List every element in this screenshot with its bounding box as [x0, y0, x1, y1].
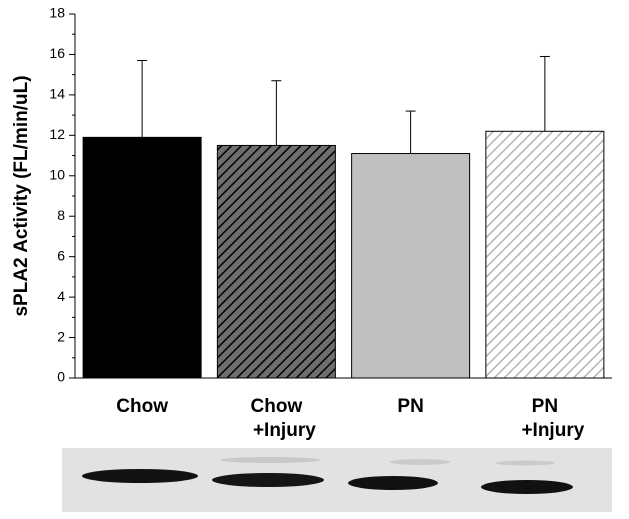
y-tick-label: 18 — [49, 5, 65, 21]
bar — [82, 136, 202, 379]
y-tick-label: 14 — [49, 86, 65, 102]
y-axis-label: sPLA2 Activity (FL/min/uL) — [11, 75, 32, 316]
y-tick-label: 12 — [49, 126, 65, 142]
x-tick-label: PN — [397, 396, 423, 417]
y-tick-label: 6 — [57, 247, 65, 263]
x-tick-label: Chow +Injury — [251, 396, 317, 441]
x-tick-label: PN +Injury — [521, 396, 584, 441]
western-blot — [62, 448, 612, 512]
bar — [485, 130, 605, 379]
y-tick-label: 16 — [49, 45, 65, 61]
y-tick-label: 8 — [57, 207, 65, 223]
y-tick-label: 10 — [49, 166, 65, 182]
bar — [216, 144, 336, 379]
x-tick-label: Chow — [116, 396, 168, 417]
bar — [351, 153, 471, 379]
y-tick-label: 4 — [57, 288, 65, 304]
y-tick-label: 2 — [57, 328, 65, 344]
y-tick-label: 0 — [57, 369, 65, 385]
